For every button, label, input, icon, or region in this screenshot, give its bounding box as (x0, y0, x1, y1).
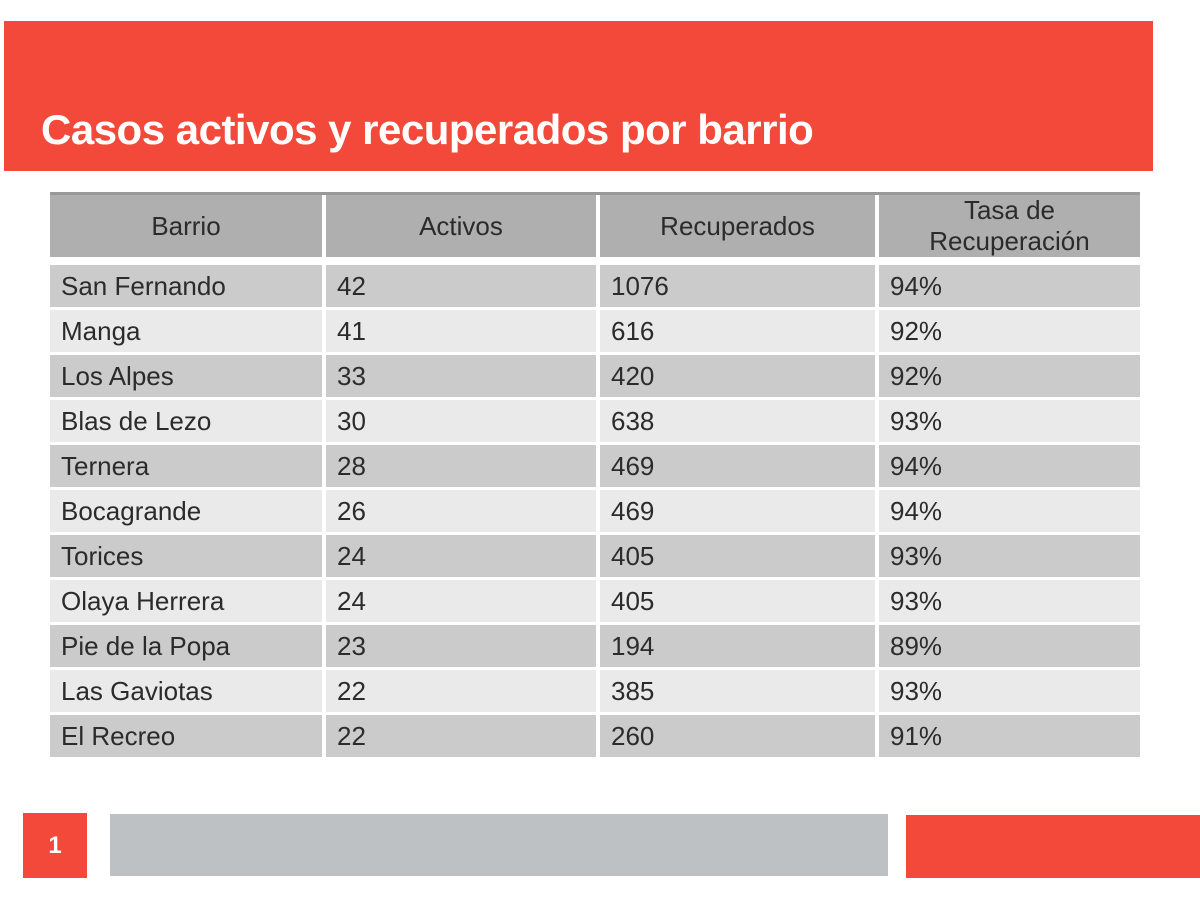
table-cell: 24 (326, 535, 596, 577)
page-number: 1 (48, 831, 62, 859)
table-cell: Las Gaviotas (50, 670, 322, 712)
table-cell: 469 (600, 445, 875, 487)
table-cell: 89% (879, 625, 1140, 667)
table-cell: Pie de la Popa (50, 625, 322, 667)
table-cell: 92% (879, 355, 1140, 397)
column-header-0: Barrio (50, 195, 322, 258)
table-cell: Manga (50, 310, 322, 352)
slide-title: Casos activos y recuperados por barrio (41, 106, 814, 153)
table-body: San Fernando 42 1076 94% Manga 41 616 92% Los Al… (50, 265, 1140, 757)
table-header-row: Barrio Activos Recuperados Tasa de Recupera… (50, 195, 1140, 258)
table-cell: 92% (879, 310, 1140, 352)
table-cell: 638 (600, 400, 875, 442)
cases-by-barrio-table: Barrio Activos Recuperados Tasa de Recupera… (50, 195, 1140, 757)
table-top-border (50, 192, 1140, 195)
table-cell: Olaya Herrera (50, 580, 322, 622)
table-cell: 405 (600, 580, 875, 622)
table-cell: 94% (879, 265, 1140, 307)
table-cell: 24 (326, 580, 596, 622)
page-number-badge: 1 (23, 813, 87, 878)
column-header-3: Tasa de Recuperación (879, 195, 1140, 258)
table-cell: 194 (600, 625, 875, 667)
table-cell: 93% (879, 400, 1140, 442)
table-cell: Bocagrande (50, 490, 322, 532)
table-cell: 28 (326, 445, 596, 487)
table-cell: 91% (879, 715, 1140, 757)
title-band: Casos activos y recuperados por barrio (4, 21, 1153, 171)
table-cell: 41 (326, 310, 596, 352)
table-cell: 93% (879, 535, 1140, 577)
column-header-2: Recuperados (600, 195, 875, 258)
table-cell: 469 (600, 490, 875, 532)
table-cell: 260 (600, 715, 875, 757)
table-cell: 385 (600, 670, 875, 712)
table-cell: 93% (879, 670, 1140, 712)
table-cell: 26 (326, 490, 596, 532)
table-cell: 616 (600, 310, 875, 352)
table-cell: Torices (50, 535, 322, 577)
table-cell: 22 (326, 670, 596, 712)
table-cell: 42 (326, 265, 596, 307)
table-cell: San Fernando (50, 265, 322, 307)
footer-red-bar (906, 815, 1200, 878)
table-cell: 405 (600, 535, 875, 577)
table-cell: 33 (326, 355, 596, 397)
table-cell: 93% (879, 580, 1140, 622)
table-cell: 94% (879, 490, 1140, 532)
table-cell: 94% (879, 445, 1140, 487)
table-cell: El Recreo (50, 715, 322, 757)
table-cell: Blas de Lezo (50, 400, 322, 442)
table-cell: 1076 (600, 265, 875, 307)
table-cell: Ternera (50, 445, 322, 487)
table-cell: 22 (326, 715, 596, 757)
column-header-1: Activos (326, 195, 596, 258)
footer-gray-bar (110, 814, 888, 876)
table-cell: 30 (326, 400, 596, 442)
table-cell: Los Alpes (50, 355, 322, 397)
table-cell: 420 (600, 355, 875, 397)
table-cell: 23 (326, 625, 596, 667)
